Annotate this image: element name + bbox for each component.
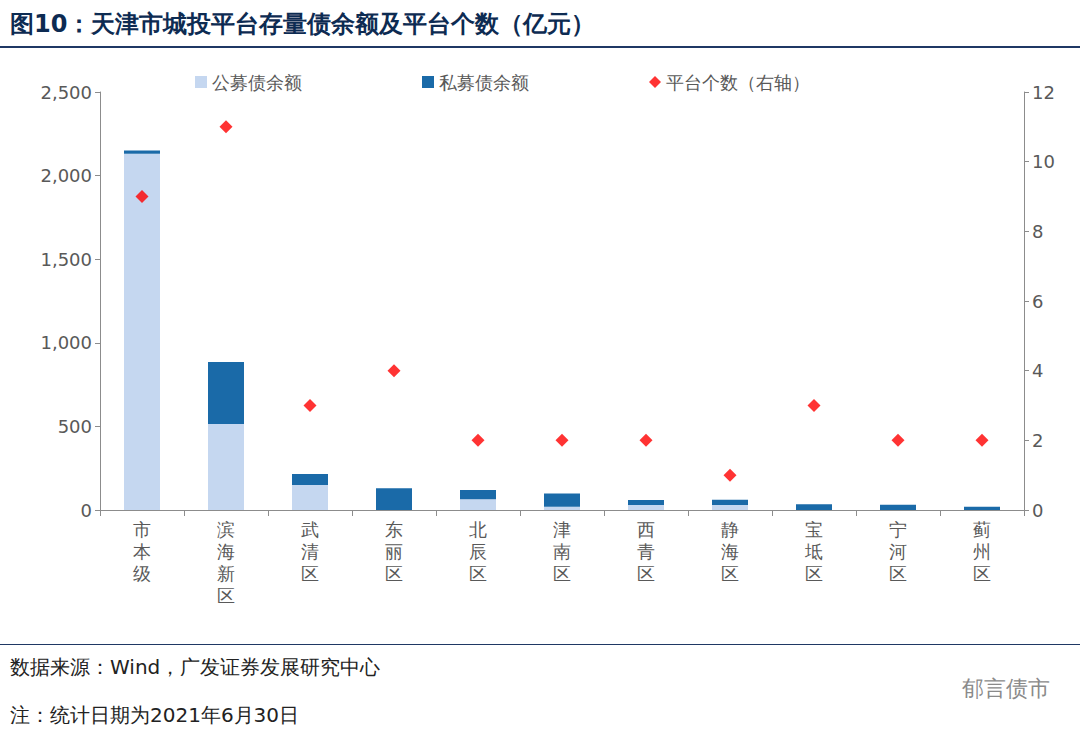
html-text:郁言债市: 郁言债市 — [962, 676, 1050, 701]
svg-text:海: 海 — [721, 541, 739, 562]
svg-text:辰: 辰 — [469, 541, 487, 562]
svg-text:2,500: 2,500 — [40, 82, 92, 103]
svg-text:蓟: 蓟 — [973, 519, 991, 540]
svg-text:区: 区 — [721, 563, 739, 584]
svg-text:青: 青 — [637, 541, 655, 562]
svg-text:级: 级 — [133, 563, 151, 584]
svg-text:区: 区 — [217, 585, 235, 606]
svg-text:公募债余额: 公募债余额 — [212, 72, 302, 93]
html-text:数据来源：Wind，广发证券发展研究中心: 数据来源：Wind，广发证券发展研究中心 — [10, 655, 381, 679]
svg-text:区: 区 — [637, 563, 655, 584]
svg-text:市: 市 — [133, 519, 151, 540]
html-text:图10：天津市城投平台存量债余额及平台个数（亿元）: 图10：天津市城投平台存量债余额及平台个数（亿元） — [10, 10, 596, 38]
svg-text:2,000: 2,000 — [40, 165, 92, 186]
svg-text:区: 区 — [469, 563, 487, 584]
svg-text:500: 500 — [58, 416, 92, 437]
svg-text:区: 区 — [889, 563, 907, 584]
svg-text:0: 0 — [81, 500, 92, 521]
svg-text:1,500: 1,500 — [40, 249, 92, 270]
svg-text:东: 东 — [385, 519, 403, 540]
svg-text:区: 区 — [553, 563, 571, 584]
svg-text:10: 10 — [1032, 151, 1055, 172]
html-text:注：统计日期为2021年6月30日: 注：统计日期为2021年6月30日 — [10, 703, 300, 727]
svg-text:静: 静 — [721, 519, 739, 540]
svg-text:滨: 滨 — [217, 519, 235, 540]
svg-text:津: 津 — [553, 519, 571, 540]
svg-text:区: 区 — [973, 563, 991, 584]
svg-text:8: 8 — [1032, 221, 1043, 242]
svg-text:海: 海 — [217, 541, 235, 562]
svg-text:南: 南 — [553, 541, 571, 562]
svg-text:区: 区 — [301, 563, 319, 584]
svg-text:私募债余额: 私募债余额 — [439, 72, 529, 93]
svg-text:武: 武 — [301, 519, 319, 540]
svg-text:1,000: 1,000 — [40, 332, 92, 353]
svg-text:清: 清 — [301, 541, 319, 562]
svg-text:坻: 坻 — [804, 541, 823, 562]
svg-text:西: 西 — [637, 519, 655, 540]
svg-text:新: 新 — [217, 563, 235, 584]
svg-text:区: 区 — [805, 563, 823, 584]
svg-text:2: 2 — [1032, 430, 1043, 451]
svg-text:6: 6 — [1032, 291, 1043, 312]
svg-text:州: 州 — [973, 541, 991, 562]
svg-text:平台个数（右轴）: 平台个数（右轴） — [666, 72, 810, 93]
svg-text:丽: 丽 — [385, 541, 403, 562]
svg-text:4: 4 — [1032, 360, 1043, 381]
svg-text:本: 本 — [133, 541, 151, 562]
svg-text:12: 12 — [1032, 82, 1055, 103]
svg-text:宝: 宝 — [805, 519, 823, 540]
svg-text:北: 北 — [469, 519, 487, 540]
svg-text:0: 0 — [1032, 500, 1043, 521]
svg-text:区: 区 — [385, 563, 403, 584]
svg-text:宁: 宁 — [889, 519, 907, 540]
svg-text:河: 河 — [889, 541, 907, 562]
